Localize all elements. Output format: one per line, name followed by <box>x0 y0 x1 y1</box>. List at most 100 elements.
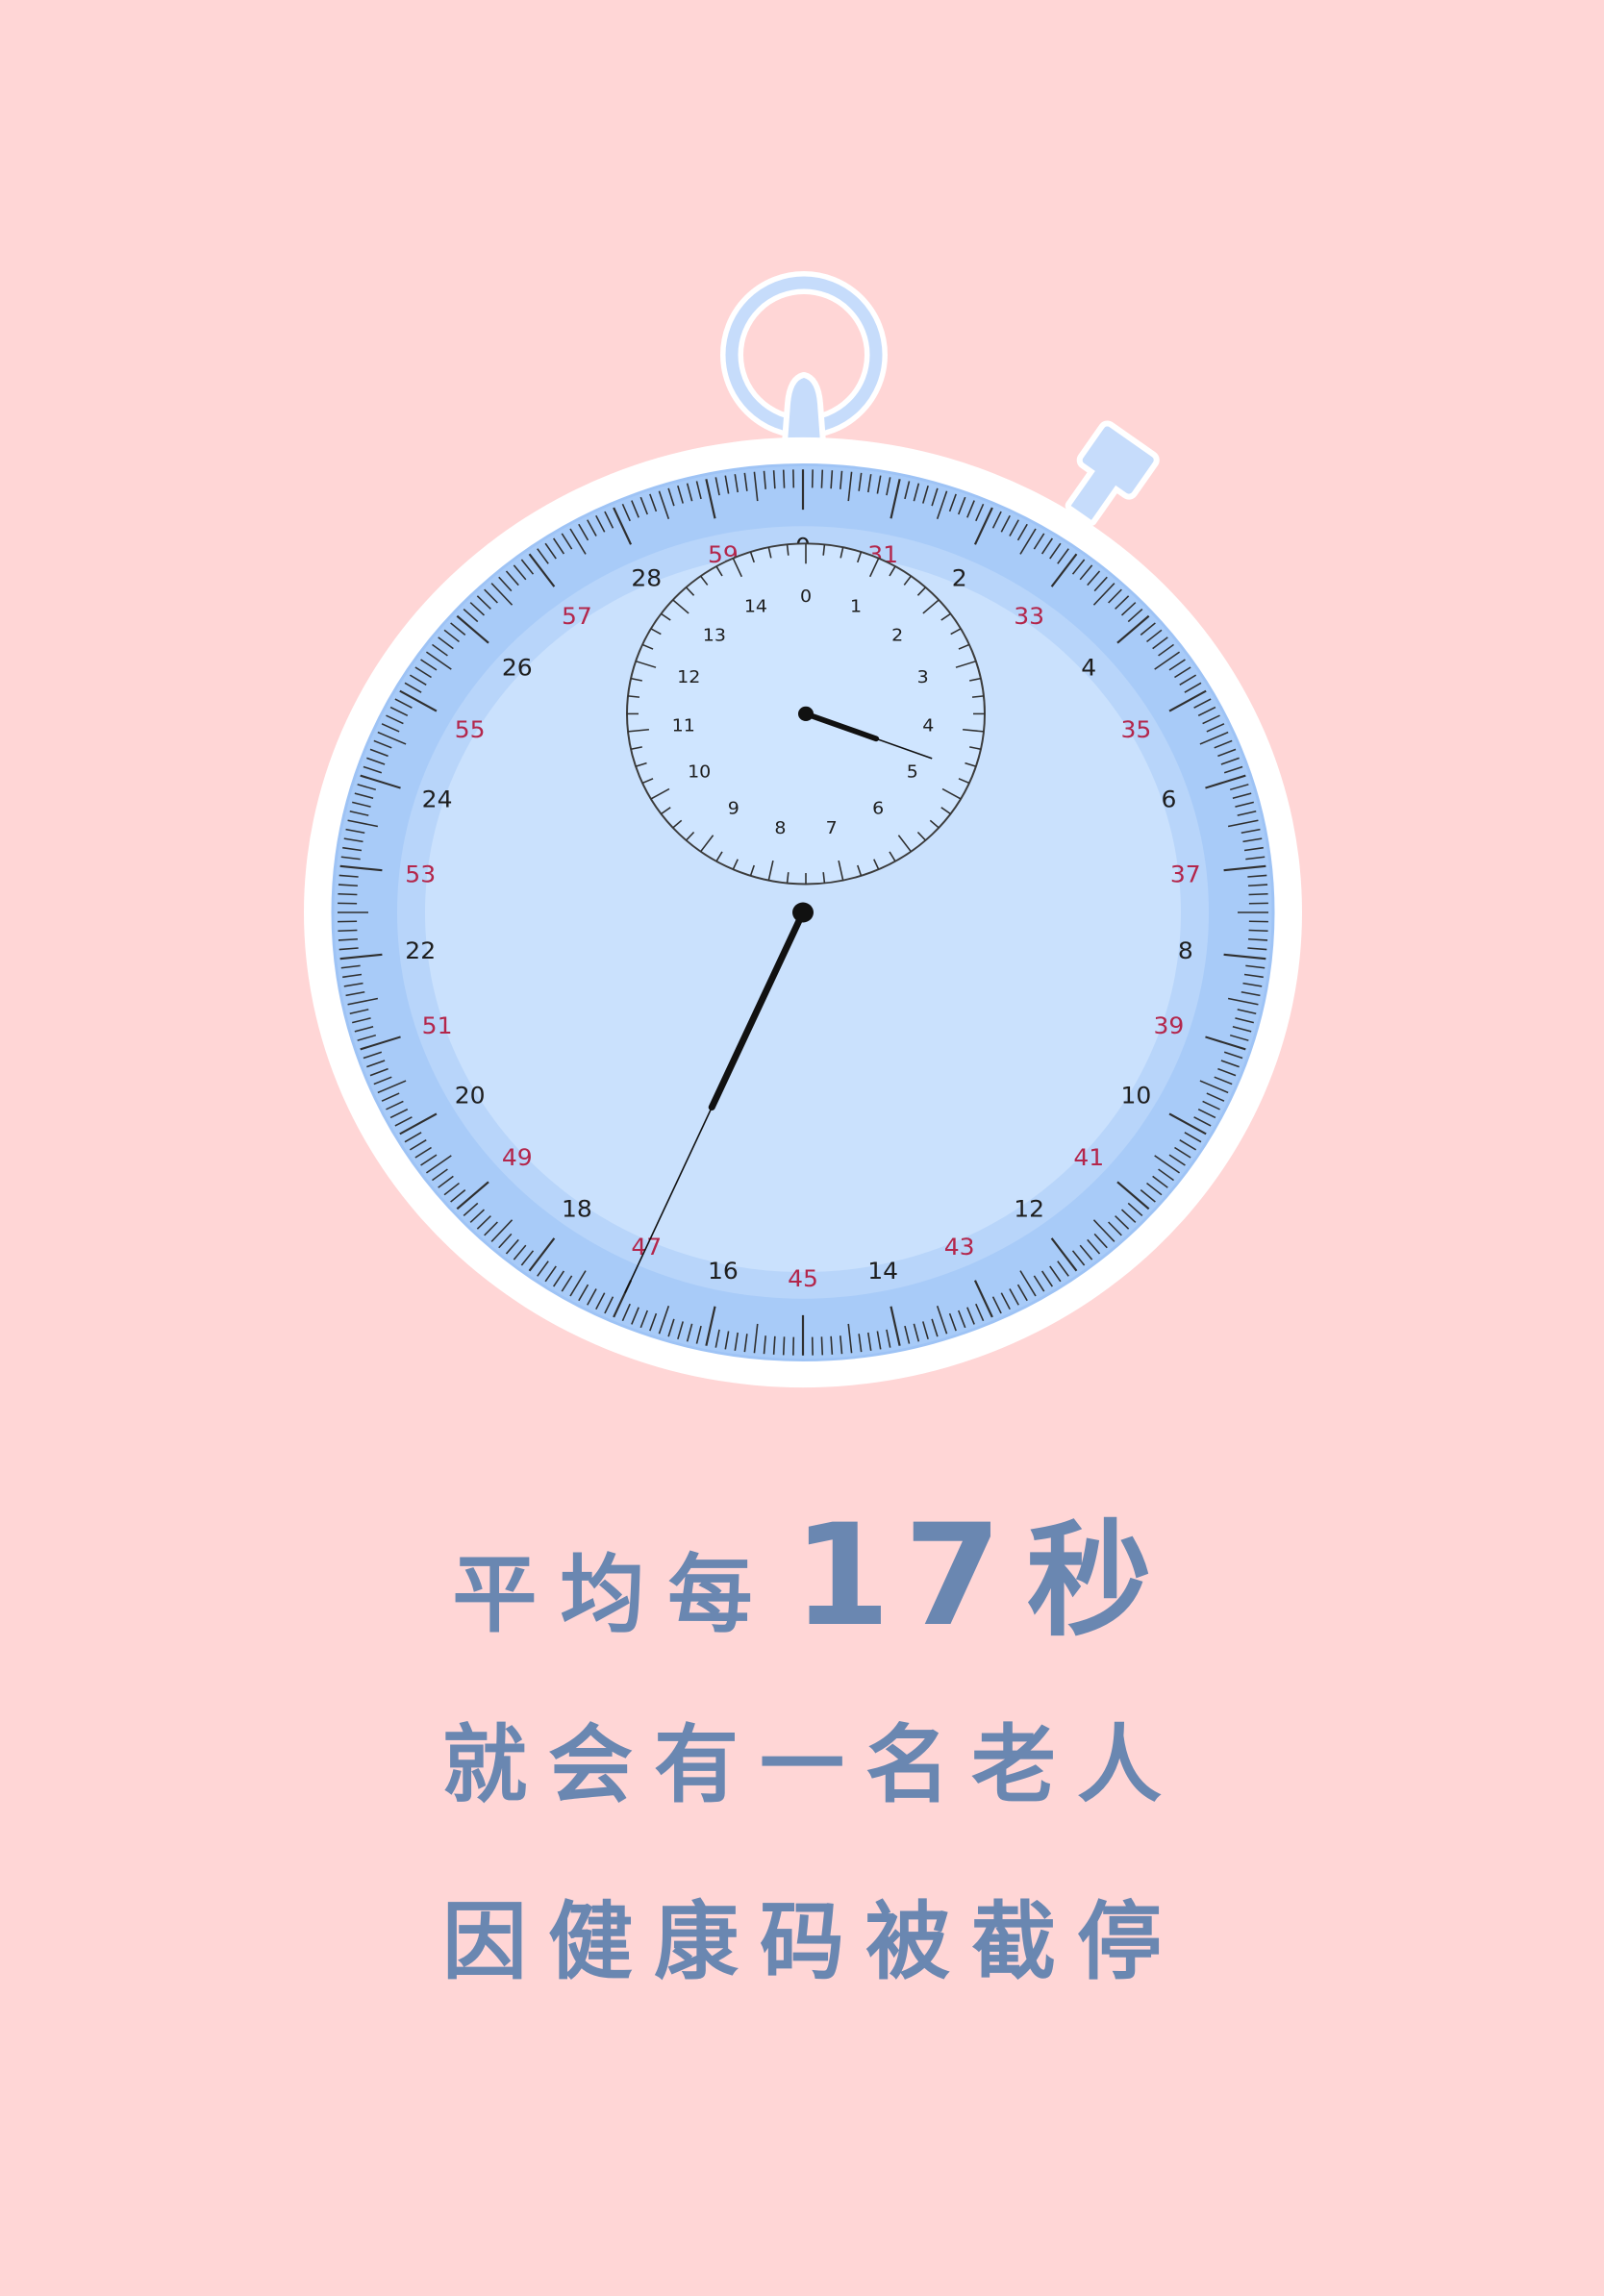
second-hand <box>624 902 814 1294</box>
dial-tick <box>922 1321 929 1339</box>
dial-tick <box>1033 1275 1045 1292</box>
sub-dial-tick <box>950 628 962 636</box>
dial-tick <box>1205 774 1246 789</box>
sub-dial-tick <box>685 586 695 596</box>
sub-dial-tick <box>838 860 844 881</box>
dial-tick <box>394 1116 413 1127</box>
dial-label-black: 18 <box>562 1195 592 1222</box>
dial-tick <box>1127 1202 1143 1216</box>
dial-tick <box>476 595 491 610</box>
sub-dial-tick <box>641 778 654 785</box>
dial-tick <box>1245 856 1266 861</box>
dial-tick <box>936 490 948 519</box>
dial-tick <box>490 1219 514 1242</box>
sub-dial-tick <box>822 872 826 884</box>
dial-tick <box>1232 1026 1252 1033</box>
dial-tick <box>695 481 702 500</box>
side-button-stem <box>1070 466 1119 520</box>
dial-tick <box>1050 553 1078 587</box>
dial-tick <box>1205 1036 1246 1051</box>
second-hand-body <box>708 909 807 1111</box>
dial-tick <box>1057 1260 1069 1277</box>
headline-unit: 秒 <box>1026 1508 1152 1654</box>
dial-tick <box>1000 514 1011 533</box>
dial-tick <box>1057 548 1069 564</box>
dial-tick <box>1019 528 1037 555</box>
dial-tick <box>1154 1155 1181 1174</box>
dial-tick <box>886 477 891 496</box>
sub-dial-tick <box>857 551 863 563</box>
dial-tick <box>1174 666 1191 679</box>
dial-tick <box>957 496 966 515</box>
dial-tick <box>847 1323 853 1354</box>
dial-tick <box>1214 739 1233 749</box>
dial-tick <box>587 519 597 537</box>
dial-tick <box>1009 1288 1019 1306</box>
dial-tick <box>399 1112 438 1136</box>
dial-tick <box>338 884 358 887</box>
dial-tick <box>1242 837 1263 843</box>
sub-dial-tick <box>767 860 774 881</box>
dial-label-black: 4 <box>1081 654 1096 681</box>
dial-tick <box>753 471 759 502</box>
dial-label-red: 37 <box>1170 861 1201 887</box>
dial-tick <box>948 493 957 512</box>
dial-tick <box>1019 1270 1037 1297</box>
dial-tick <box>561 533 573 550</box>
dial-tick <box>1235 1017 1254 1024</box>
dial-tick <box>340 964 361 969</box>
dial-label-red: 35 <box>1121 715 1152 742</box>
dial-tick <box>1243 973 1264 979</box>
dial-tick <box>347 819 379 828</box>
dial-tick <box>613 507 633 545</box>
dial-tick <box>763 1335 766 1355</box>
dial-tick <box>1202 1100 1220 1111</box>
dial-tick <box>904 481 911 500</box>
dial-tick <box>1071 559 1086 575</box>
sub-dial-tick <box>635 660 657 668</box>
dial-label-red: 45 <box>788 1265 818 1292</box>
dial-tick <box>866 1332 872 1351</box>
sub-dial-pivot <box>798 706 814 722</box>
dial-tick <box>1016 1284 1028 1302</box>
sub-dial-label: 6 <box>872 799 884 818</box>
dial-tick <box>1168 1112 1207 1136</box>
dial-tick <box>858 1334 863 1353</box>
dial-tick <box>587 1288 597 1306</box>
dial-tick <box>513 564 527 581</box>
sub-dial-tick <box>889 565 896 577</box>
dial-tick <box>520 1250 535 1266</box>
sub-dial-tick <box>732 859 739 870</box>
dial-tick <box>595 514 606 533</box>
dial-tick <box>342 973 363 979</box>
dial-tick <box>354 1026 374 1033</box>
dial-tick <box>753 1323 759 1354</box>
dial-tick <box>639 1310 649 1329</box>
dial-label-black: 14 <box>867 1257 898 1284</box>
dial-tick <box>604 511 614 529</box>
dial-tick <box>705 1306 716 1346</box>
dial-tick <box>505 1238 519 1255</box>
dial-tick <box>649 1312 658 1332</box>
dial-tick <box>1242 982 1263 987</box>
dial-tick <box>1248 884 1268 887</box>
dial-tick <box>414 1146 432 1159</box>
dial-label-black: 6 <box>1161 786 1176 812</box>
sub-dial-tick <box>955 660 977 668</box>
dial-tick <box>904 1325 911 1344</box>
dial-label-black: 8 <box>1178 937 1193 964</box>
dial-tick <box>1049 542 1062 560</box>
dial-tick <box>705 479 716 519</box>
sub-dial-tick <box>672 819 683 829</box>
sub-dial-tick <box>840 547 844 559</box>
dial-tick <box>381 723 400 733</box>
dial-tick <box>469 602 486 616</box>
dial-tick <box>1168 689 1207 712</box>
dial-tick <box>528 1237 556 1272</box>
dial-label-black: 2 <box>952 564 967 591</box>
sub-dial-tick <box>916 832 927 841</box>
dial-tick <box>1227 997 1259 1006</box>
sub-dial-hand-body <box>803 711 880 742</box>
dial-label-black: 26 <box>502 654 533 681</box>
